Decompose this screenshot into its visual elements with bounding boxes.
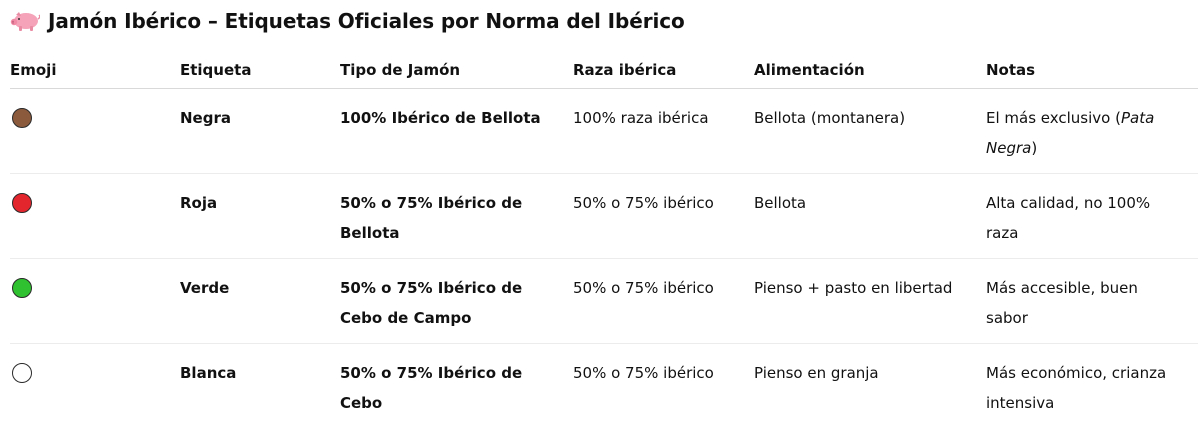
- feeding-cell: Bellota (montanera): [754, 88, 986, 174]
- brown-circle-icon: [12, 107, 32, 128]
- type-cell: 50% o 75% Ibérico de Cebo de Campo: [340, 258, 573, 344]
- notes-text: El más exclusivo (: [986, 108, 1121, 127]
- notes-cell: Más accesible, buen sabor: [986, 258, 1198, 344]
- col-header-raza: Raza ibérica: [573, 52, 754, 89]
- race-cell: 50% o 75% ibérico: [573, 173, 754, 259]
- emoji-cell: [10, 258, 180, 344]
- notes-emphasis: Pata Negra: [986, 108, 1155, 157]
- notes-cell: El más exclusivo (Pata Negra): [986, 88, 1198, 174]
- page-title: Jamón Ibérico – Etiquetas Oficiales por …: [48, 9, 685, 33]
- white-circle-icon: [12, 362, 32, 383]
- col-header-tipo: Tipo de Jamón: [340, 52, 573, 89]
- emoji-cell: [10, 173, 180, 259]
- table-row: Roja 50% o 75% Ibérico de Bellota 50% o …: [10, 173, 1198, 259]
- label-cell: Negra: [180, 88, 340, 174]
- label-cell: Roja: [180, 173, 340, 259]
- notes-cell: Más económico, crianza intensiva: [986, 343, 1198, 428]
- emoji-cell: [10, 343, 180, 428]
- notes-text: Más económico, crianza intensiva: [986, 363, 1167, 412]
- notes-text: Alta calidad, no 100% raza: [986, 193, 1151, 242]
- red-circle-icon: [12, 192, 32, 213]
- notes-text: Más accesible, buen sabor: [986, 278, 1138, 327]
- race-cell: 100% raza ibérica: [573, 88, 754, 174]
- label-cell: Blanca: [180, 363, 237, 382]
- labels-table: Emoji Etiqueta Tipo de Jamón Raza ibéric…: [10, 52, 1198, 428]
- type-cell: 100% Ibérico de Bellota: [340, 88, 573, 174]
- title-row: Jamón Ibérico – Etiquetas Oficiales por …: [10, 6, 685, 36]
- green-circle-icon: [12, 277, 32, 298]
- type-cell: 50% o 75% Ibérico de Cebo: [340, 363, 523, 412]
- emoji-cell: [10, 88, 180, 174]
- col-header-notas: Notas: [986, 52, 1198, 89]
- notes-text-end: ): [1031, 138, 1038, 157]
- notes-cell: Alta calidad, no 100% raza: [986, 173, 1198, 259]
- col-header-etiqueta: Etiqueta: [180, 52, 340, 89]
- table-row: Blanca 50% o 75% Ibérico de Cebo 50% o 7…: [10, 343, 1198, 428]
- type-cell: 50% o 75% Ibérico de Bellota: [340, 173, 573, 259]
- col-header-alimentacion: Alimentación: [754, 52, 986, 89]
- race-cell: 50% o 75% ibérico: [573, 258, 754, 344]
- table-row: Verde 50% o 75% Ibérico de Cebo de Campo…: [10, 258, 1198, 344]
- table-row: Negra 100% Ibérico de Bellota 100% raza …: [10, 88, 1198, 174]
- table-header-row: Emoji Etiqueta Tipo de Jamón Raza ibéric…: [10, 52, 1198, 89]
- feeding-cell: Pienso + pasto en libertad: [754, 258, 986, 344]
- label-cell: Verde: [180, 258, 340, 344]
- pig-icon: [10, 12, 40, 31]
- race-cell: 50% o 75% ibérico: [573, 363, 714, 382]
- feeding-cell: Pienso en granja: [754, 363, 879, 382]
- col-header-emoji: Emoji: [10, 52, 180, 89]
- feeding-cell: Bellota: [754, 173, 986, 259]
